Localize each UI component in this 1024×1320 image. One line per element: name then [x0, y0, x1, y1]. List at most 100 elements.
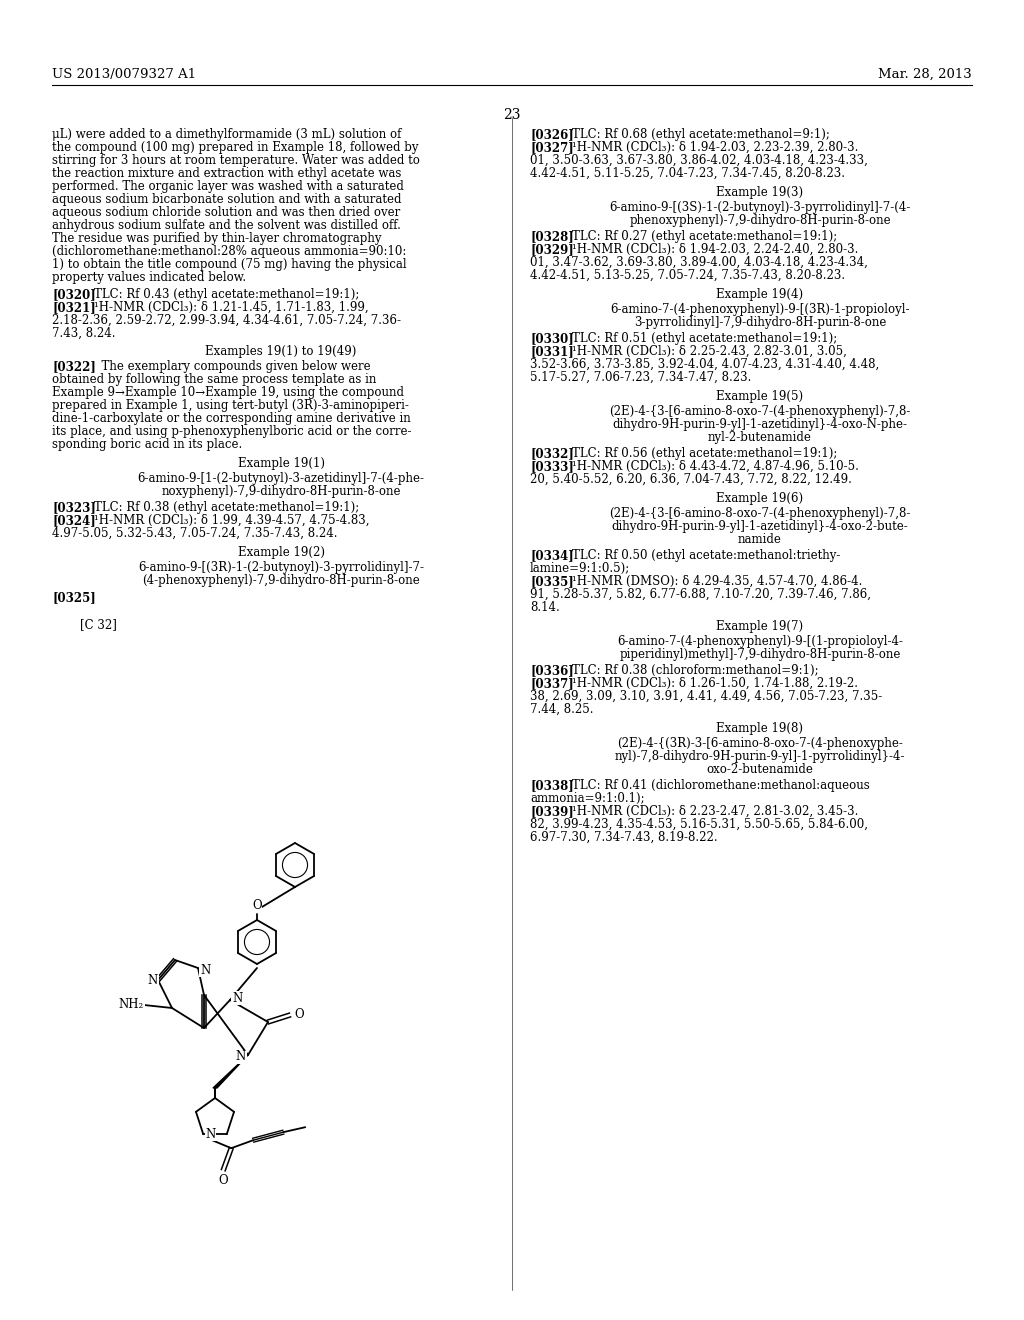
Text: ammonia=9:1:0.1);: ammonia=9:1:0.1);: [530, 792, 645, 805]
Text: O: O: [252, 899, 262, 912]
Text: 4.42-4.51, 5.13-5.25, 7.05-7.24, 7.35-7.43, 8.20-8.23.: 4.42-4.51, 5.13-5.25, 7.05-7.24, 7.35-7.…: [530, 269, 845, 282]
Text: ¹H-NMR (CDCl₃): δ 1.21-1.45, 1.71-1.83, 1.99,: ¹H-NMR (CDCl₃): δ 1.21-1.45, 1.71-1.83, …: [94, 301, 369, 314]
Text: TLC: Rf 0.38 (chloroform:methanol=9:1);: TLC: Rf 0.38 (chloroform:methanol=9:1);: [572, 664, 818, 677]
Text: [0331]: [0331]: [530, 345, 573, 358]
Text: Examples 19(1) to 19(49): Examples 19(1) to 19(49): [206, 345, 356, 358]
Text: TLC: Rf 0.38 (ethyl acetate:methanol=19:1);: TLC: Rf 0.38 (ethyl acetate:methanol=19:…: [94, 502, 359, 513]
Text: Example 19(5): Example 19(5): [717, 389, 804, 403]
Text: the reaction mixture and extraction with ethyl acetate was: the reaction mixture and extraction with…: [52, 168, 401, 180]
Text: 4.97-5.05, 5.32-5.43, 7.05-7.24, 7.35-7.43, 8.24.: 4.97-5.05, 5.32-5.43, 7.05-7.24, 7.35-7.…: [52, 527, 338, 540]
Text: piperidinyl)methyl]-7,9-dihydro-8H-purin-8-one: piperidinyl)methyl]-7,9-dihydro-8H-purin…: [620, 648, 901, 661]
Polygon shape: [213, 1055, 248, 1088]
Text: O: O: [294, 1008, 304, 1022]
Text: [0325]: [0325]: [52, 591, 96, 605]
Text: [0323]: [0323]: [52, 502, 96, 513]
Text: ¹H-NMR (CDCl₃): δ 4.43-4.72, 4.87-4.96, 5.10-5.: ¹H-NMR (CDCl₃): δ 4.43-4.72, 4.87-4.96, …: [572, 459, 859, 473]
Text: Mar. 28, 2013: Mar. 28, 2013: [879, 69, 972, 81]
Text: 1) to obtain the title compound (75 mg) having the physical: 1) to obtain the title compound (75 mg) …: [52, 257, 407, 271]
Text: 82, 3.99-4.23, 4.35-4.53, 5.16-5.31, 5.50-5.65, 5.84-6.00,: 82, 3.99-4.23, 4.35-4.53, 5.16-5.31, 5.5…: [530, 818, 868, 832]
Text: [C 32]: [C 32]: [80, 618, 117, 631]
Text: lamine=9:1:0.5);: lamine=9:1:0.5);: [530, 562, 630, 576]
Text: performed. The organic layer was washed with a saturated: performed. The organic layer was washed …: [52, 180, 403, 193]
Text: anhydrous sodium sulfate and the solvent was distilled off.: anhydrous sodium sulfate and the solvent…: [52, 219, 400, 232]
Text: [0334]: [0334]: [530, 549, 573, 562]
Text: 6-amino-7-(4-phenoxyphenyl)-9-[(3R)-1-propioloyl-: 6-amino-7-(4-phenoxyphenyl)-9-[(3R)-1-pr…: [610, 304, 909, 315]
Text: Example 19(7): Example 19(7): [717, 620, 804, 634]
Text: its place, and using p-phenoxyphenylboric acid or the corre-: its place, and using p-phenoxyphenylbori…: [52, 425, 412, 438]
Text: Example 19(8): Example 19(8): [717, 722, 804, 735]
Text: TLC: Rf 0.27 (ethyl acetate:methanol=19:1);: TLC: Rf 0.27 (ethyl acetate:methanol=19:…: [572, 230, 838, 243]
Text: 91, 5.28-5.37, 5.82, 6.77-6.88, 7.10-7.20, 7.39-7.46, 7.86,: 91, 5.28-5.37, 5.82, 6.77-6.88, 7.10-7.2…: [530, 587, 871, 601]
Text: Example 9→Example 10→Example 19, using the compound: Example 9→Example 10→Example 19, using t…: [52, 385, 404, 399]
Text: 6.97-7.30, 7.34-7.43, 8.19-8.22.: 6.97-7.30, 7.34-7.43, 8.19-8.22.: [530, 832, 718, 843]
Text: Example 19(2): Example 19(2): [238, 546, 325, 558]
Text: dihydro-9H-purin-9-yl]-1-azetidinyl}-4-oxo-2-bute-: dihydro-9H-purin-9-yl]-1-azetidinyl}-4-o…: [611, 520, 908, 533]
Text: 01, 3.47-3.62, 3.69-3.80, 3.89-4.00, 4.03-4.18, 4.23-4.34,: 01, 3.47-3.62, 3.69-3.80, 3.89-4.00, 4.0…: [530, 256, 868, 269]
Text: [0333]: [0333]: [530, 459, 573, 473]
Text: Example 19(4): Example 19(4): [717, 288, 804, 301]
Text: 3.52-3.66, 3.73-3.85, 3.92-4.04, 4.07-4.23, 4.31-4.40, 4.48,: 3.52-3.66, 3.73-3.85, 3.92-4.04, 4.07-4.…: [530, 358, 880, 371]
Text: 7.44, 8.25.: 7.44, 8.25.: [530, 704, 594, 715]
Text: TLC: Rf 0.43 (ethyl acetate:methanol=19:1);: TLC: Rf 0.43 (ethyl acetate:methanol=19:…: [94, 288, 359, 301]
Text: N: N: [236, 1051, 246, 1064]
Text: NH₂: NH₂: [119, 998, 144, 1011]
Text: N: N: [205, 1127, 215, 1140]
Text: (2E)-4-{3-[6-amino-8-oxo-7-(4-phenoxyphenyl)-7,8-: (2E)-4-{3-[6-amino-8-oxo-7-(4-phenoxyphe…: [609, 507, 910, 520]
Text: 4.42-4.51, 5.11-5.25, 7.04-7.23, 7.34-7.45, 8.20-8.23.: 4.42-4.51, 5.11-5.25, 7.04-7.23, 7.34-7.…: [530, 168, 845, 180]
Text: oxo-2-butenamide: oxo-2-butenamide: [707, 763, 813, 776]
Text: [0321]: [0321]: [52, 301, 96, 314]
Text: prepared in Example 1, using tert-butyl (3R)-3-aminopiperi-: prepared in Example 1, using tert-butyl …: [52, 399, 409, 412]
Text: [0329]: [0329]: [530, 243, 573, 256]
Text: ¹H-NMR (CDCl₃): δ 1.26-1.50, 1.74-1.88, 2.19-2.: ¹H-NMR (CDCl₃): δ 1.26-1.50, 1.74-1.88, …: [572, 677, 858, 690]
Text: ¹H-NMR (CDCl₃): δ 1.94-2.03, 2.23-2.39, 2.80-3.: ¹H-NMR (CDCl₃): δ 1.94-2.03, 2.23-2.39, …: [572, 141, 858, 154]
Text: [0339]: [0339]: [530, 805, 573, 818]
Text: TLC: Rf 0.51 (ethyl acetate:methanol=19:1);: TLC: Rf 0.51 (ethyl acetate:methanol=19:…: [572, 333, 838, 345]
Text: ¹H-NMR (CDCl₃): δ 1.99, 4.39-4.57, 4.75-4.83,: ¹H-NMR (CDCl₃): δ 1.99, 4.39-4.57, 4.75-…: [94, 513, 370, 527]
Text: 5.17-5.27, 7.06-7.23, 7.34-7.47, 8.23.: 5.17-5.27, 7.06-7.23, 7.34-7.47, 8.23.: [530, 371, 752, 384]
Text: TLC: Rf 0.68 (ethyl acetate:methanol=9:1);: TLC: Rf 0.68 (ethyl acetate:methanol=9:1…: [572, 128, 829, 141]
Text: 6-amino-9-[1-(2-butynoyl)-3-azetidinyl]-7-(4-phe-: 6-amino-9-[1-(2-butynoyl)-3-azetidinyl]-…: [137, 473, 425, 484]
Text: 3-pyrrolidinyl]-7,9-dihydro-8H-purin-8-one: 3-pyrrolidinyl]-7,9-dihydro-8H-purin-8-o…: [634, 315, 886, 329]
Text: aqueous sodium bicarbonate solution and with a saturated: aqueous sodium bicarbonate solution and …: [52, 193, 401, 206]
Text: the compound (100 mg) prepared in Example 18, followed by: the compound (100 mg) prepared in Exampl…: [52, 141, 419, 154]
Text: aqueous sodium chloride solution and was then dried over: aqueous sodium chloride solution and was…: [52, 206, 400, 219]
Text: Example 19(3): Example 19(3): [717, 186, 804, 199]
Text: [0335]: [0335]: [530, 576, 573, 587]
Text: namide: namide: [738, 533, 782, 546]
Text: 8.14.: 8.14.: [530, 601, 560, 614]
Text: ¹H-NMR (CDCl₃): δ 2.25-2.43, 2.82-3.01, 3.05,: ¹H-NMR (CDCl₃): δ 2.25-2.43, 2.82-3.01, …: [572, 345, 847, 358]
Text: (dichloromethane:methanol:28% aqueous ammonia=90:10:: (dichloromethane:methanol:28% aqueous am…: [52, 246, 407, 257]
Text: 20, 5.40-5.52, 6.20, 6.36, 7.04-7.43, 7.72, 8.22, 12.49.: 20, 5.40-5.52, 6.20, 6.36, 7.04-7.43, 7.…: [530, 473, 852, 486]
Text: 01, 3.50-3.63, 3.67-3.80, 3.86-4.02, 4.03-4.18, 4.23-4.33,: 01, 3.50-3.63, 3.67-3.80, 3.86-4.02, 4.0…: [530, 154, 868, 168]
Text: 6-amino-7-(4-phenoxyphenyl)-9-[(1-propioloyl-4-: 6-amino-7-(4-phenoxyphenyl)-9-[(1-propio…: [617, 635, 903, 648]
Text: 6-amino-9-[(3R)-1-(2-butynoyl)-3-pyrrolidinyl]-7-: 6-amino-9-[(3R)-1-(2-butynoyl)-3-pyrroli…: [138, 561, 424, 574]
Text: (2E)-4-{(3R)-3-[6-amino-8-oxo-7-(4-phenoxyphe-: (2E)-4-{(3R)-3-[6-amino-8-oxo-7-(4-pheno…: [617, 737, 903, 750]
Text: 2.18-2.36, 2.59-2.72, 2.99-3.94, 4.34-4.61, 7.05-7.24, 7.36-: 2.18-2.36, 2.59-2.72, 2.99-3.94, 4.34-4.…: [52, 314, 401, 327]
Text: US 2013/0079327 A1: US 2013/0079327 A1: [52, 69, 197, 81]
Text: sponding boric acid in its place.: sponding boric acid in its place.: [52, 438, 243, 451]
Text: dine-1-carboxylate or the corresponding amine derivative in: dine-1-carboxylate or the corresponding …: [52, 412, 411, 425]
Text: 7.43, 8.24.: 7.43, 8.24.: [52, 327, 116, 341]
Text: The residue was purified by thin-layer chromatography: The residue was purified by thin-layer c…: [52, 232, 382, 246]
Text: [0326]: [0326]: [530, 128, 573, 141]
Text: TLC: Rf 0.41 (dichloromethane:methanol:aqueous: TLC: Rf 0.41 (dichloromethane:methanol:a…: [572, 779, 869, 792]
Text: 23: 23: [503, 108, 521, 121]
Text: N: N: [147, 974, 158, 987]
Text: nyl)-7,8-dihydro-9H-purin-9-yl]-1-pyrrolidinyl}-4-: nyl)-7,8-dihydro-9H-purin-9-yl]-1-pyrrol…: [614, 750, 905, 763]
Text: obtained by following the same process template as in: obtained by following the same process t…: [52, 374, 377, 385]
Text: [0328]: [0328]: [530, 230, 573, 243]
Text: noxyphenyl)-7,9-dihydro-8H-purin-8-one: noxyphenyl)-7,9-dihydro-8H-purin-8-one: [161, 484, 400, 498]
Text: stirring for 3 hours at room temperature. Water was added to: stirring for 3 hours at room temperature…: [52, 154, 420, 168]
Text: [0332]: [0332]: [530, 447, 573, 459]
Text: 6-amino-9-[(3S)-1-(2-butynoyl)-3-pyrrolidinyl]-7-(4-: 6-amino-9-[(3S)-1-(2-butynoyl)-3-pyrroli…: [609, 201, 910, 214]
Text: [0336]: [0336]: [530, 664, 573, 677]
Text: dihydro-9H-purin-9-yl]-1-azetidinyl}-4-oxo-N-phe-: dihydro-9H-purin-9-yl]-1-azetidinyl}-4-o…: [612, 418, 907, 432]
Text: TLC: Rf 0.56 (ethyl acetate:methanol=19:1);: TLC: Rf 0.56 (ethyl acetate:methanol=19:…: [572, 447, 838, 459]
Text: property values indicated below.: property values indicated below.: [52, 271, 246, 284]
Text: ¹H-NMR (DMSO): δ 4.29-4.35, 4.57-4.70, 4.86-4.: ¹H-NMR (DMSO): δ 4.29-4.35, 4.57-4.70, 4…: [572, 576, 862, 587]
Text: The exemplary compounds given below were: The exemplary compounds given below were: [94, 360, 371, 374]
Text: N: N: [232, 991, 243, 1005]
Text: nyl-2-butenamide: nyl-2-butenamide: [708, 432, 812, 444]
Text: [0338]: [0338]: [530, 779, 573, 792]
Text: N: N: [200, 964, 210, 977]
